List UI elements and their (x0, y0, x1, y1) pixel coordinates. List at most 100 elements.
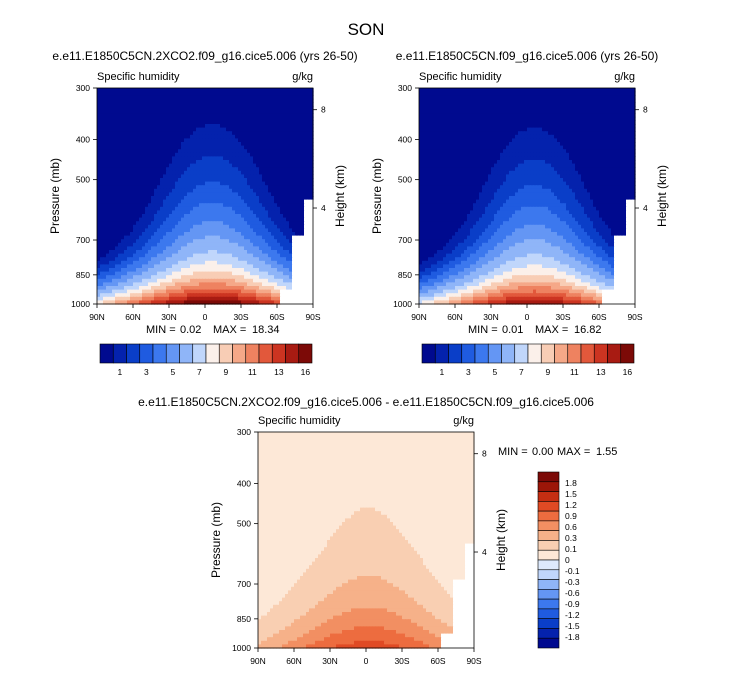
field-cell (238, 145, 242, 150)
field-cell (208, 95, 212, 100)
field-cell (190, 257, 194, 262)
field-cell (271, 196, 275, 201)
field-cell (238, 289, 242, 294)
field-cell (229, 228, 233, 233)
field-cell (449, 109, 453, 114)
field-cell (142, 282, 146, 287)
field-cell (494, 106, 498, 111)
field-cell (121, 278, 125, 283)
field-cell (172, 138, 176, 143)
field-cell (253, 124, 257, 129)
field-cell (172, 152, 176, 157)
field-cell (181, 235, 185, 240)
field-cell (223, 289, 227, 294)
field-cell (136, 210, 140, 215)
field-cell (304, 181, 308, 186)
field-cell (268, 250, 272, 255)
field-cell (268, 214, 272, 219)
field-cell (289, 242, 293, 247)
field-cell (181, 185, 185, 190)
field-cell (202, 160, 206, 165)
field-cell (187, 185, 191, 190)
field-cell (136, 246, 140, 251)
field-cell (148, 160, 152, 165)
field-cell (196, 293, 200, 298)
field-cell (178, 163, 182, 168)
field-cell (193, 268, 197, 273)
field-cell (172, 199, 176, 204)
field-cell (310, 235, 314, 240)
field-cell (133, 246, 137, 251)
field-cell (97, 145, 101, 150)
field-cell (235, 264, 239, 269)
field-cell (139, 246, 143, 251)
field-cell (217, 232, 221, 237)
field-cell (193, 170, 197, 175)
field-cell (97, 296, 101, 301)
field-cell (256, 253, 260, 258)
field-cell (265, 127, 269, 132)
field-cell (142, 178, 146, 183)
field-cell (304, 134, 308, 139)
field-cell (464, 95, 468, 100)
field-cell (121, 300, 125, 305)
field-cell (452, 116, 456, 121)
field-cell (247, 293, 251, 298)
field-cell (199, 232, 203, 237)
field-cell (169, 271, 173, 276)
field-cell (274, 289, 278, 294)
field-cell (142, 167, 146, 172)
field-cell (106, 224, 110, 229)
field-cell (310, 185, 314, 190)
field-cell (259, 264, 263, 269)
field-cell (289, 160, 293, 165)
field-cell (497, 98, 501, 103)
field-cell (238, 203, 242, 208)
field-cell (307, 88, 311, 93)
field-cell (277, 282, 281, 287)
field-cell (301, 174, 305, 179)
field-cell (247, 149, 251, 154)
field-cell (289, 178, 293, 183)
field-cell (193, 109, 197, 114)
field-cell (115, 152, 119, 157)
field-cell (563, 91, 567, 96)
field-cell (280, 109, 284, 114)
field-cell (557, 106, 561, 111)
field-cell (106, 235, 110, 240)
field-cell (151, 206, 155, 211)
field-cell (175, 278, 179, 283)
field-cell (301, 181, 305, 186)
field-cell (181, 167, 185, 172)
field-cell (223, 232, 227, 237)
field-cell (133, 131, 137, 136)
field-cell (175, 98, 179, 103)
field-cell (184, 181, 188, 186)
field-cell (235, 293, 239, 298)
field-cell (292, 88, 296, 93)
field-cell (112, 206, 116, 211)
field-cell (226, 268, 230, 273)
field-cell (172, 278, 176, 283)
field-cell (590, 88, 594, 93)
field-cell (286, 278, 290, 283)
field-cell (310, 239, 314, 244)
field-cell (136, 228, 140, 233)
field-cell (175, 257, 179, 262)
field-cell (181, 228, 185, 233)
field-cell (611, 91, 615, 96)
field-cell (295, 293, 299, 298)
field-cell (244, 95, 248, 100)
field-cell (274, 170, 278, 175)
field-cell (214, 142, 218, 147)
field-cell (250, 178, 254, 183)
field-cell (458, 98, 462, 103)
field-cell (136, 160, 140, 165)
field-cell (617, 106, 621, 111)
field-cell (265, 268, 269, 273)
field-cell (121, 275, 125, 280)
field-cell (112, 120, 116, 125)
field-cell (115, 149, 119, 154)
field-cell (518, 95, 522, 100)
field-cell (220, 300, 224, 305)
